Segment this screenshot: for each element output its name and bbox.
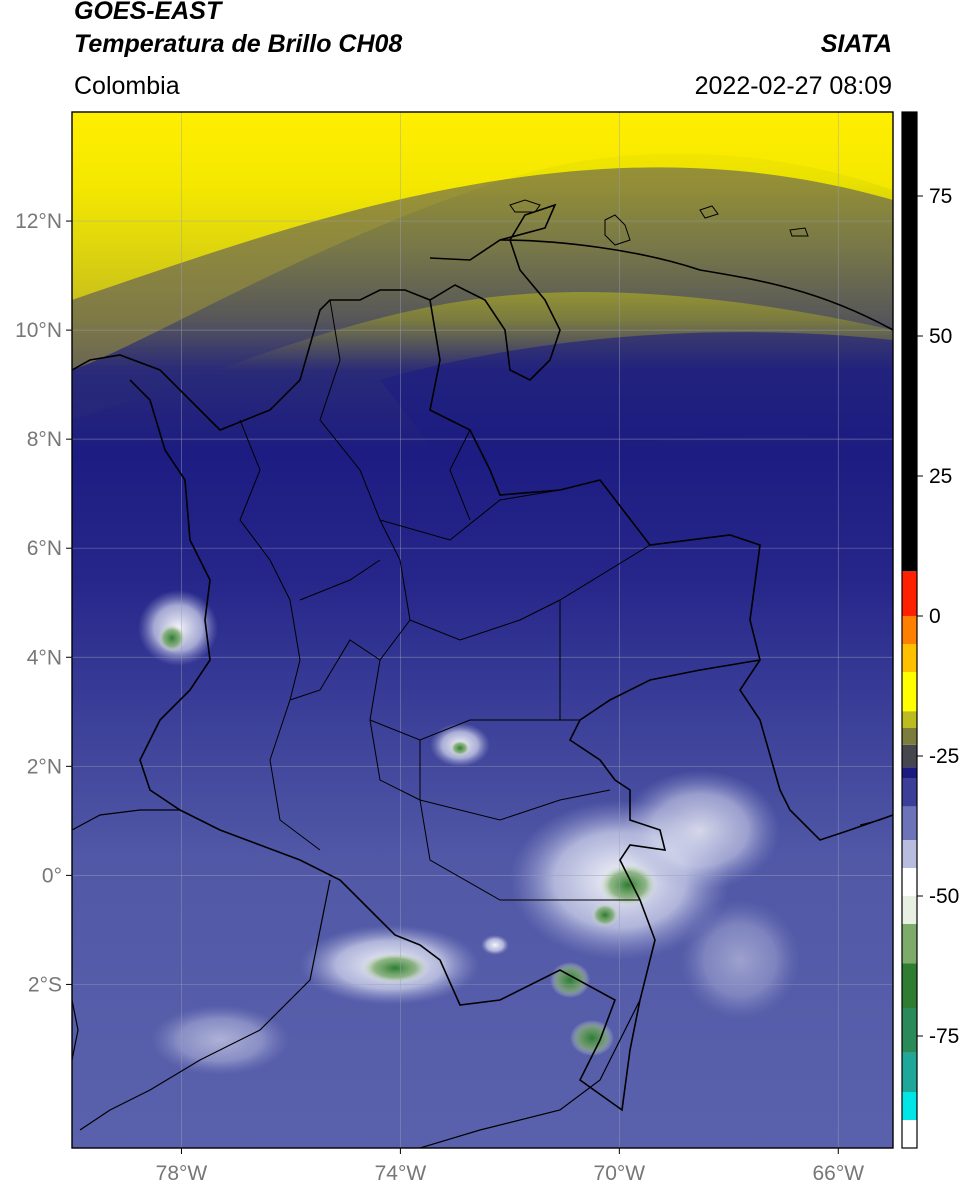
mid-level-moisture-band	[72, 167, 893, 420]
region-label: Colombia	[74, 72, 180, 100]
longitude-ticks: 78°W 74°W 70°W 66°W	[156, 1148, 864, 1185]
lat-tick-label: 10°N	[15, 319, 62, 342]
colorbar-segment	[902, 744, 917, 768]
colorbar-segment	[902, 963, 917, 1008]
lat-tick-label: 12°N	[15, 210, 62, 233]
latitude-ticks: 12°N 10°N 8°N 6°N 4°N 2°N 0° 2°S	[15, 210, 72, 996]
lat-tick-label: 2°S	[28, 973, 62, 996]
colorbar-segment	[902, 672, 917, 712]
colorbar-segment	[902, 616, 917, 644]
colorbar	[902, 112, 917, 1148]
ecuador-coast	[72, 809, 180, 831]
convective-core	[550, 962, 590, 998]
convective-core	[570, 1020, 614, 1056]
map-frame	[71, 111, 894, 1149]
lat-tick-label: 6°N	[27, 537, 62, 560]
peru-coast	[72, 999, 79, 1061]
colorbar-tick-label: 50	[929, 325, 952, 348]
lon-tick-label: 66°W	[812, 1162, 864, 1185]
cloud-cluster	[150, 1005, 290, 1075]
island	[604, 214, 631, 246]
colorbar-segment	[902, 112, 917, 572]
colorbar-segment	[902, 767, 917, 779]
colorbar-segment	[902, 571, 917, 616]
brazil-coast	[859, 814, 893, 826]
colombia-southern-border	[129, 379, 761, 1112]
colorbar-segment	[902, 728, 917, 745]
colorbar-segment	[902, 711, 917, 728]
organization-label: SIATA	[820, 30, 892, 58]
lat-tick-label: 2°N	[27, 755, 62, 778]
colorbar-segment	[902, 840, 917, 868]
colorbar-segment	[902, 1008, 917, 1053]
coastline-border	[72, 203, 561, 431]
colorbar-ticks: 75 50 25 0 -25 -50 -75	[917, 185, 959, 1048]
convective-core	[450, 740, 470, 756]
colorbar-tick-label: 75	[929, 185, 952, 208]
island	[699, 205, 719, 219]
colorbar-segment	[902, 896, 917, 924]
convective-core	[360, 952, 430, 984]
cloud-cluster	[680, 900, 800, 1020]
colorbar-segment	[902, 924, 917, 964]
deep-blue-region	[380, 332, 893, 470]
island	[789, 227, 809, 237]
colombia-venezuela-border	[429, 299, 893, 841]
colorbar-tick-label: -75	[929, 1025, 959, 1048]
colorbar-segment	[902, 868, 917, 896]
colorbar-segment	[902, 1092, 917, 1120]
lon-tick-label: 78°W	[156, 1162, 208, 1185]
colorbar-tick-label: 0	[929, 605, 941, 628]
department-boundaries	[239, 299, 651, 901]
colorbar-segment	[902, 1052, 917, 1092]
lat-tick-label: 4°N	[27, 646, 62, 669]
cloud-cluster	[620, 770, 780, 890]
product-title: Temperatura de Brillo CH08	[74, 30, 403, 58]
colorbar-segment	[902, 1120, 917, 1148]
colorbar-segment	[902, 778, 917, 807]
convective-core	[158, 624, 186, 652]
peru-ecuador-border	[79, 879, 331, 1131]
colorbar-segment	[902, 644, 917, 672]
lat-tick-label: 0°	[42, 864, 62, 887]
island	[509, 199, 541, 213]
cloud-cluster	[481, 935, 509, 955]
lon-tick-label: 70°W	[594, 1162, 646, 1185]
colorbar-frame	[901, 111, 918, 1149]
gridlines	[72, 112, 893, 1148]
convective-core	[591, 903, 619, 927]
map-area	[72, 112, 893, 1148]
dry-air-region	[72, 112, 893, 370]
datetime-label: 2022-02-27 08:09	[694, 72, 892, 100]
colorbar-tick-label: 25	[929, 465, 952, 488]
lat-tick-label: 8°N	[27, 428, 62, 451]
venezuela-coast	[499, 239, 893, 331]
colorbar-tick-label: -50	[929, 885, 959, 908]
lon-tick-label: 74°W	[375, 1162, 427, 1185]
satellite-title: GOES-EAST	[74, 0, 222, 25]
convective-core	[598, 863, 658, 907]
peru-brazil-border	[419, 999, 641, 1148]
colorbar-segment	[902, 806, 917, 840]
colorbar-tick-label: -25	[929, 745, 959, 768]
